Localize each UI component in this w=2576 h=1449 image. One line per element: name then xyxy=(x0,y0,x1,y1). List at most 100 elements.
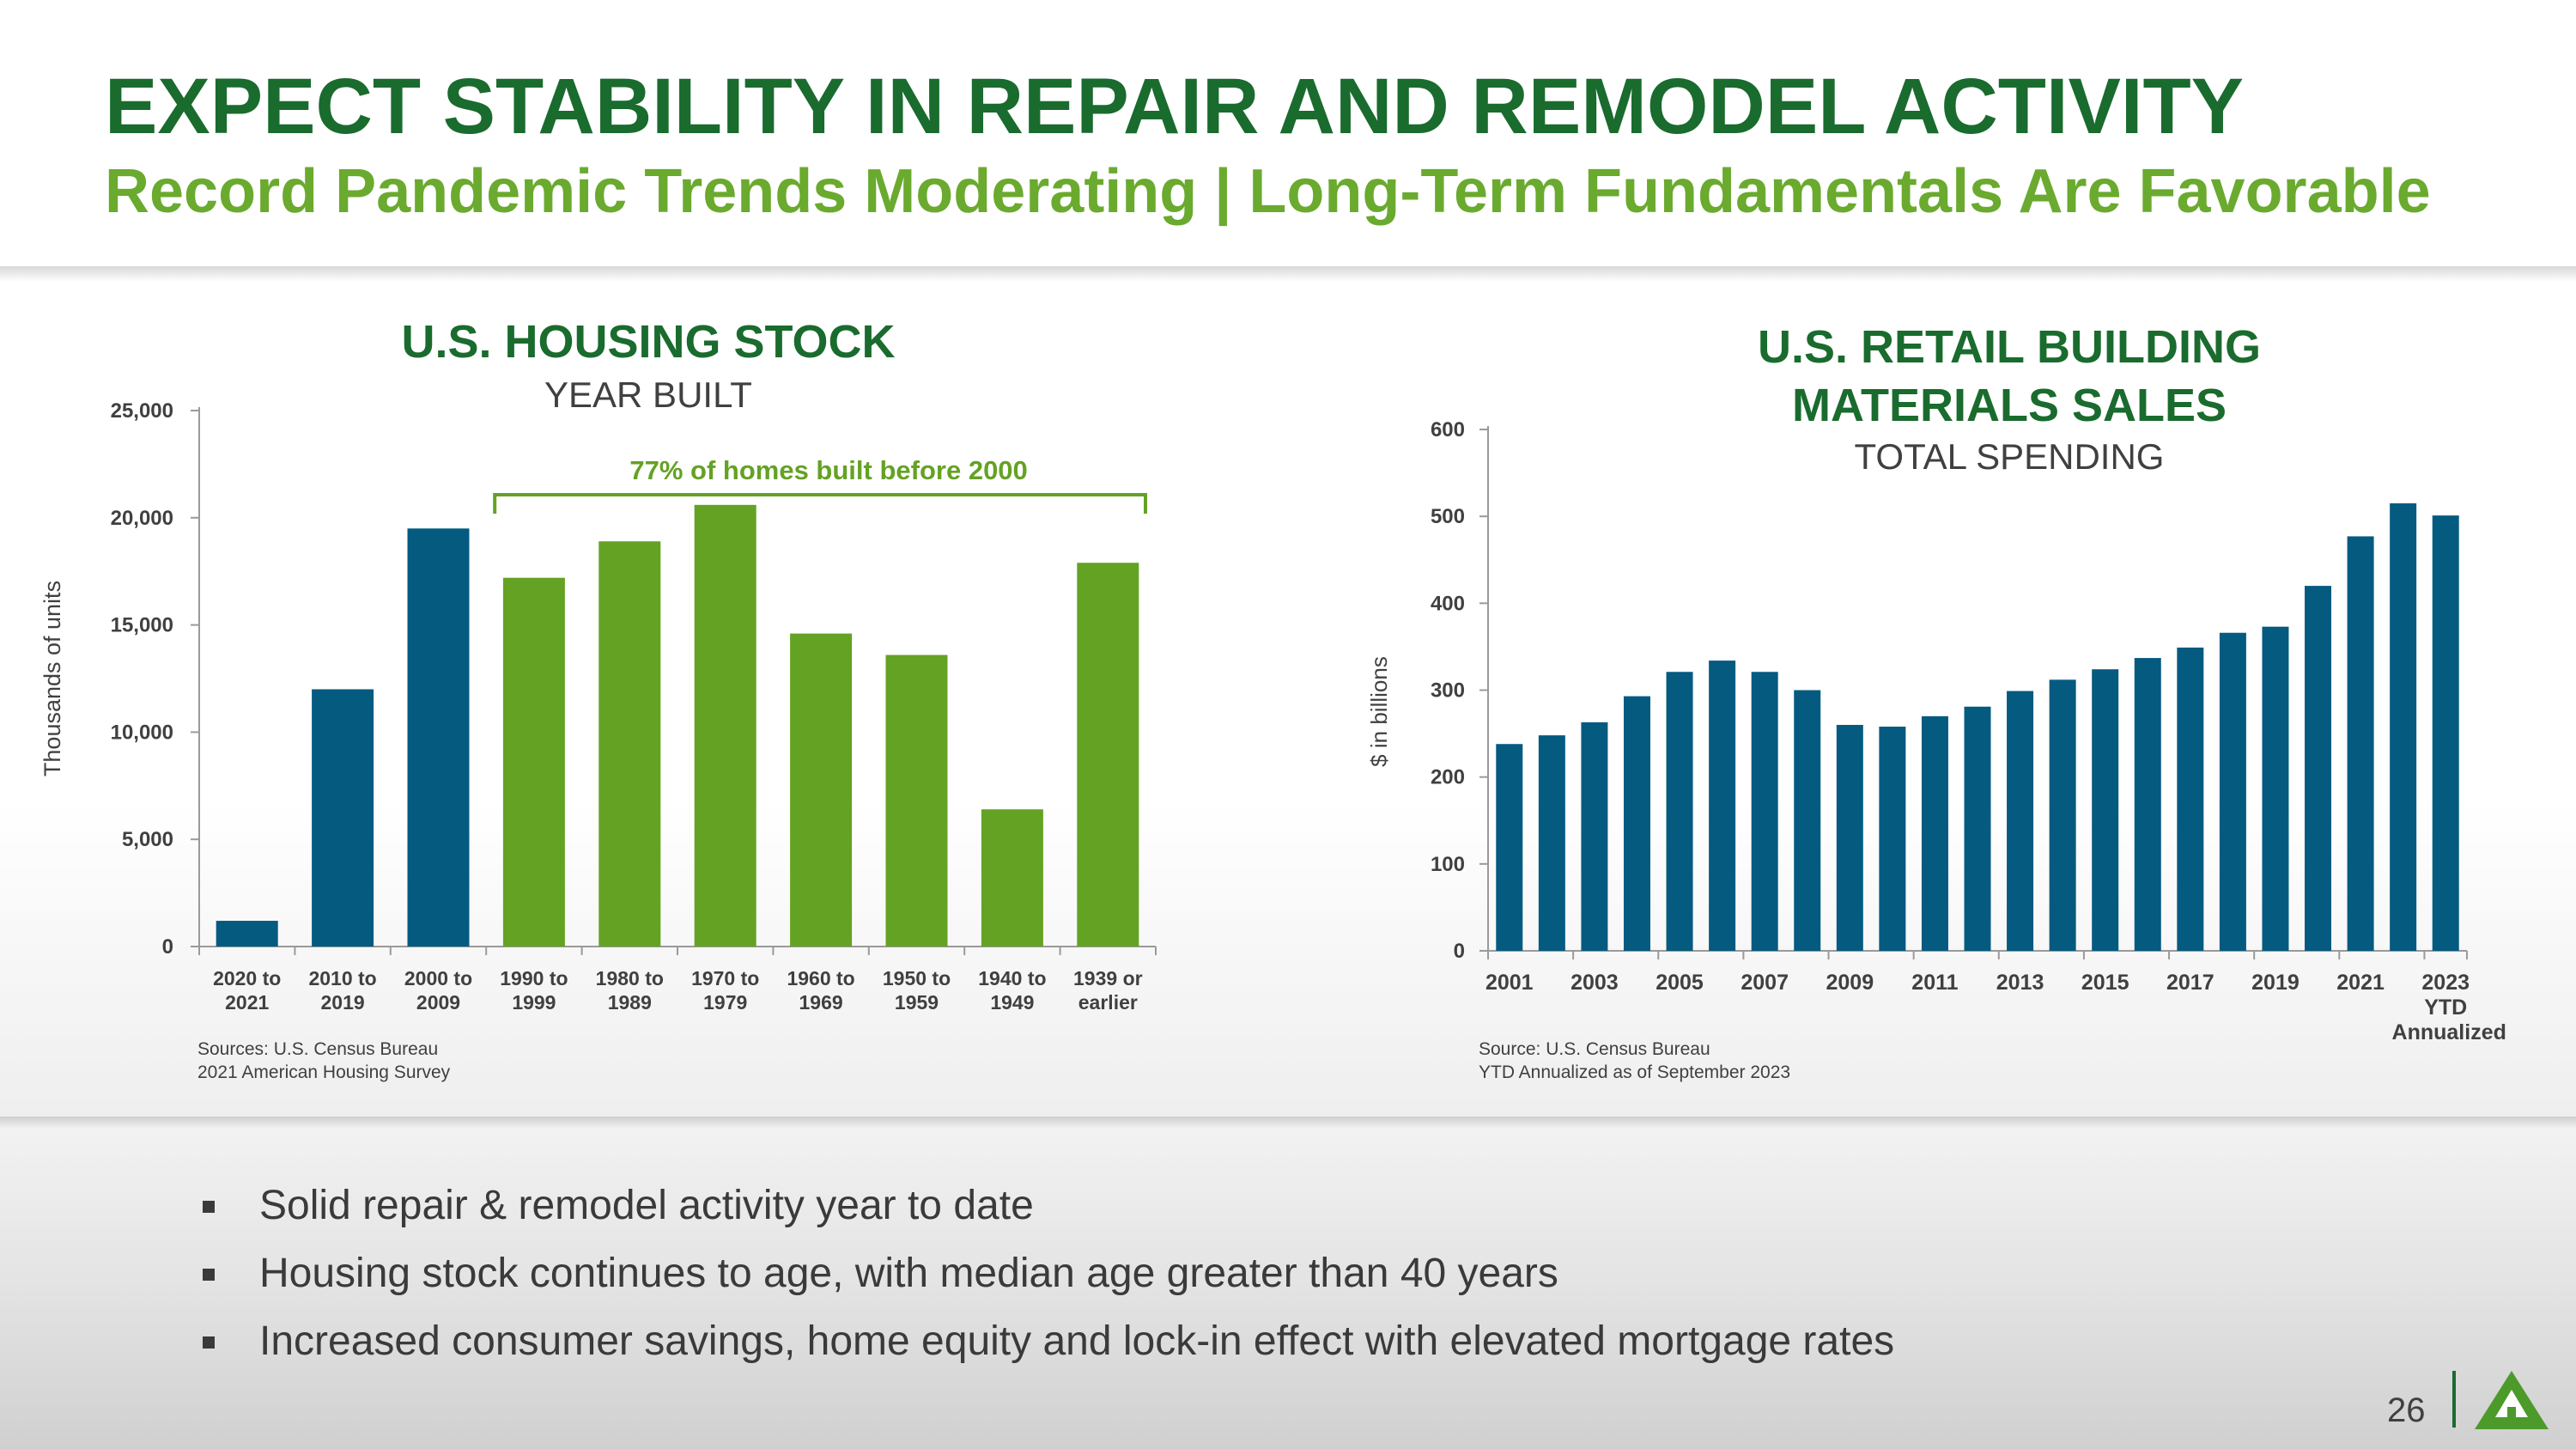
bar xyxy=(2262,626,2289,951)
retail-sales-subtitle: TOTAL SPENDING xyxy=(1854,436,2165,477)
bar xyxy=(598,541,661,947)
bar xyxy=(2177,647,2204,951)
x-tick-label: 1949 xyxy=(990,991,1034,1014)
bar xyxy=(694,504,756,947)
bar xyxy=(1879,726,1906,951)
bar xyxy=(1538,735,1565,951)
bar xyxy=(312,689,374,947)
bar xyxy=(1709,661,1736,951)
x-tick-label: 1989 xyxy=(608,991,652,1014)
bar xyxy=(2092,669,2119,951)
retail-sales-source: Source: U.S. Census Bureau YTD Annualize… xyxy=(1479,1038,1790,1084)
x-tick-label: 2021 xyxy=(2336,971,2385,995)
housing-source-line: 2021 American Housing Survey xyxy=(197,1062,451,1082)
retail-sales-title-line2: MATERIALS SALES xyxy=(1791,380,2227,431)
y-tick-label: 0 xyxy=(162,935,173,959)
bullet-item: Housing stock continues to age, with med… xyxy=(197,1245,1894,1312)
x-tick-label: 2015 xyxy=(2081,971,2129,995)
bar xyxy=(1496,744,1523,951)
y-tick-label: 200 xyxy=(1431,766,1465,789)
bar xyxy=(1964,706,1991,951)
y-axis-label: $ in billions xyxy=(1366,656,1392,767)
bullet-list: Solid repair & remodel activity year to … xyxy=(197,1177,1894,1380)
x-tick-label: 2021 xyxy=(225,991,269,1014)
page-subtitle: Record Pandemic Trends Moderating | Long… xyxy=(105,157,2431,226)
housing-source-line: Sources: U.S. Census Bureau xyxy=(197,1039,439,1059)
x-tick-label: 2007 xyxy=(1741,971,1789,995)
y-tick-label: 20,000 xyxy=(111,507,173,530)
bullet-item: Solid repair & remodel activity year to … xyxy=(197,1177,1894,1245)
x-tick-label: 1960 to xyxy=(787,967,854,989)
bar xyxy=(1921,715,1948,951)
page-number: 26 xyxy=(2387,1391,2426,1429)
bar xyxy=(981,809,1043,947)
bar xyxy=(2390,502,2417,951)
bullet-item: Increased consumer savings, home equity … xyxy=(197,1312,1894,1380)
y-tick-label: 500 xyxy=(1431,505,1465,528)
bar xyxy=(2007,691,2034,951)
x-tick-label: 1969 xyxy=(799,991,843,1014)
x-tick-label: 2009 xyxy=(416,991,460,1014)
bar xyxy=(1077,563,1139,947)
x-tick-label: earlier xyxy=(1078,991,1138,1014)
housing-stock-subtitle: YEAR BUILT xyxy=(544,374,752,415)
bar xyxy=(1794,690,1821,951)
bar xyxy=(2305,586,2332,951)
y-tick-label: 10,000 xyxy=(111,721,173,744)
annotation-bracket xyxy=(493,493,1147,514)
retail-sales-chart: 0 100 200 300 400 500 600 $ in billions 2001 2003… xyxy=(1366,418,2506,1044)
bar xyxy=(2347,536,2374,951)
bar xyxy=(2432,515,2459,951)
housing-stock-source: Sources: U.S. Census Bureau 2021 America… xyxy=(197,1038,450,1084)
annotation-label: 77% of homes built before 2000 xyxy=(629,455,1027,485)
bar xyxy=(2219,632,2246,951)
x-tick-label: 1939 or xyxy=(1073,967,1143,989)
bullet-square-icon xyxy=(203,1269,215,1281)
retail-source-line: YTD Annualized as of September 2023 xyxy=(1479,1062,1791,1082)
bullet-square-icon xyxy=(203,1336,215,1349)
bullet-text: Increased consumer savings, home equity … xyxy=(259,1318,1895,1364)
y-tick-label: 100 xyxy=(1431,853,1465,876)
x-tick-label: 2001 xyxy=(1485,971,1534,995)
y-tick-label: 0 xyxy=(1454,940,1465,963)
y-tick-label: 15,000 xyxy=(111,614,173,637)
y-tick-label: 400 xyxy=(1431,592,1465,615)
housing-stock-chart: 0 5,000 10,000 15,000 20,000 25,000 Thousands … xyxy=(39,399,1157,1014)
bar xyxy=(2134,658,2161,951)
x-tick-label: 2020 to xyxy=(213,967,281,989)
housing-stock-title: U.S. HOUSING STOCK xyxy=(401,316,896,368)
x-tick-label: 2019 xyxy=(321,991,365,1014)
x-tick-label: 1940 to xyxy=(978,967,1046,989)
x-tick-label: 1999 xyxy=(512,991,556,1014)
y-axis-label: Thousands of units xyxy=(39,581,65,776)
bar xyxy=(502,577,565,947)
y-tick-label: 300 xyxy=(1431,679,1465,703)
x-tick-label: 1990 to xyxy=(500,967,568,989)
bar xyxy=(1581,721,1608,951)
x-tick-label: 2017 xyxy=(2166,971,2215,995)
retail-source-line: Source: U.S. Census Bureau xyxy=(1479,1039,1710,1059)
bar xyxy=(1666,672,1693,951)
bar xyxy=(2049,679,2076,951)
x-tick-label: 2023 xyxy=(2421,971,2470,995)
bar xyxy=(216,921,278,947)
x-tick-label: 1950 to xyxy=(883,967,951,989)
y-tick-label: 600 xyxy=(1431,418,1465,441)
bullet-text: Solid repair & remodel activity year to … xyxy=(259,1183,1034,1228)
bar xyxy=(1623,696,1650,951)
page-title: EXPECT STABILITY IN REPAIR AND REMODEL A… xyxy=(105,63,2245,150)
x-tick-label: 2009 xyxy=(1826,971,1874,995)
footer-divider xyxy=(2452,1371,2456,1428)
x-tick-label: 2003 xyxy=(1571,971,1619,995)
bar xyxy=(1751,672,1778,951)
x-tick-label: 1959 xyxy=(895,991,939,1014)
x-tick-label: 1979 xyxy=(703,991,747,1014)
company-logo-icon xyxy=(2475,1371,2549,1429)
bullet-band xyxy=(0,1117,2576,1449)
x-tick-label: 2010 to xyxy=(308,967,376,989)
y-tick-label: 25,000 xyxy=(111,399,173,423)
x-tick-label: 2011 xyxy=(1911,971,1958,995)
bullet-square-icon xyxy=(203,1201,215,1213)
x-tick-label: 2013 xyxy=(1996,971,2044,995)
x-tick-label: YTD xyxy=(2424,995,2467,1020)
